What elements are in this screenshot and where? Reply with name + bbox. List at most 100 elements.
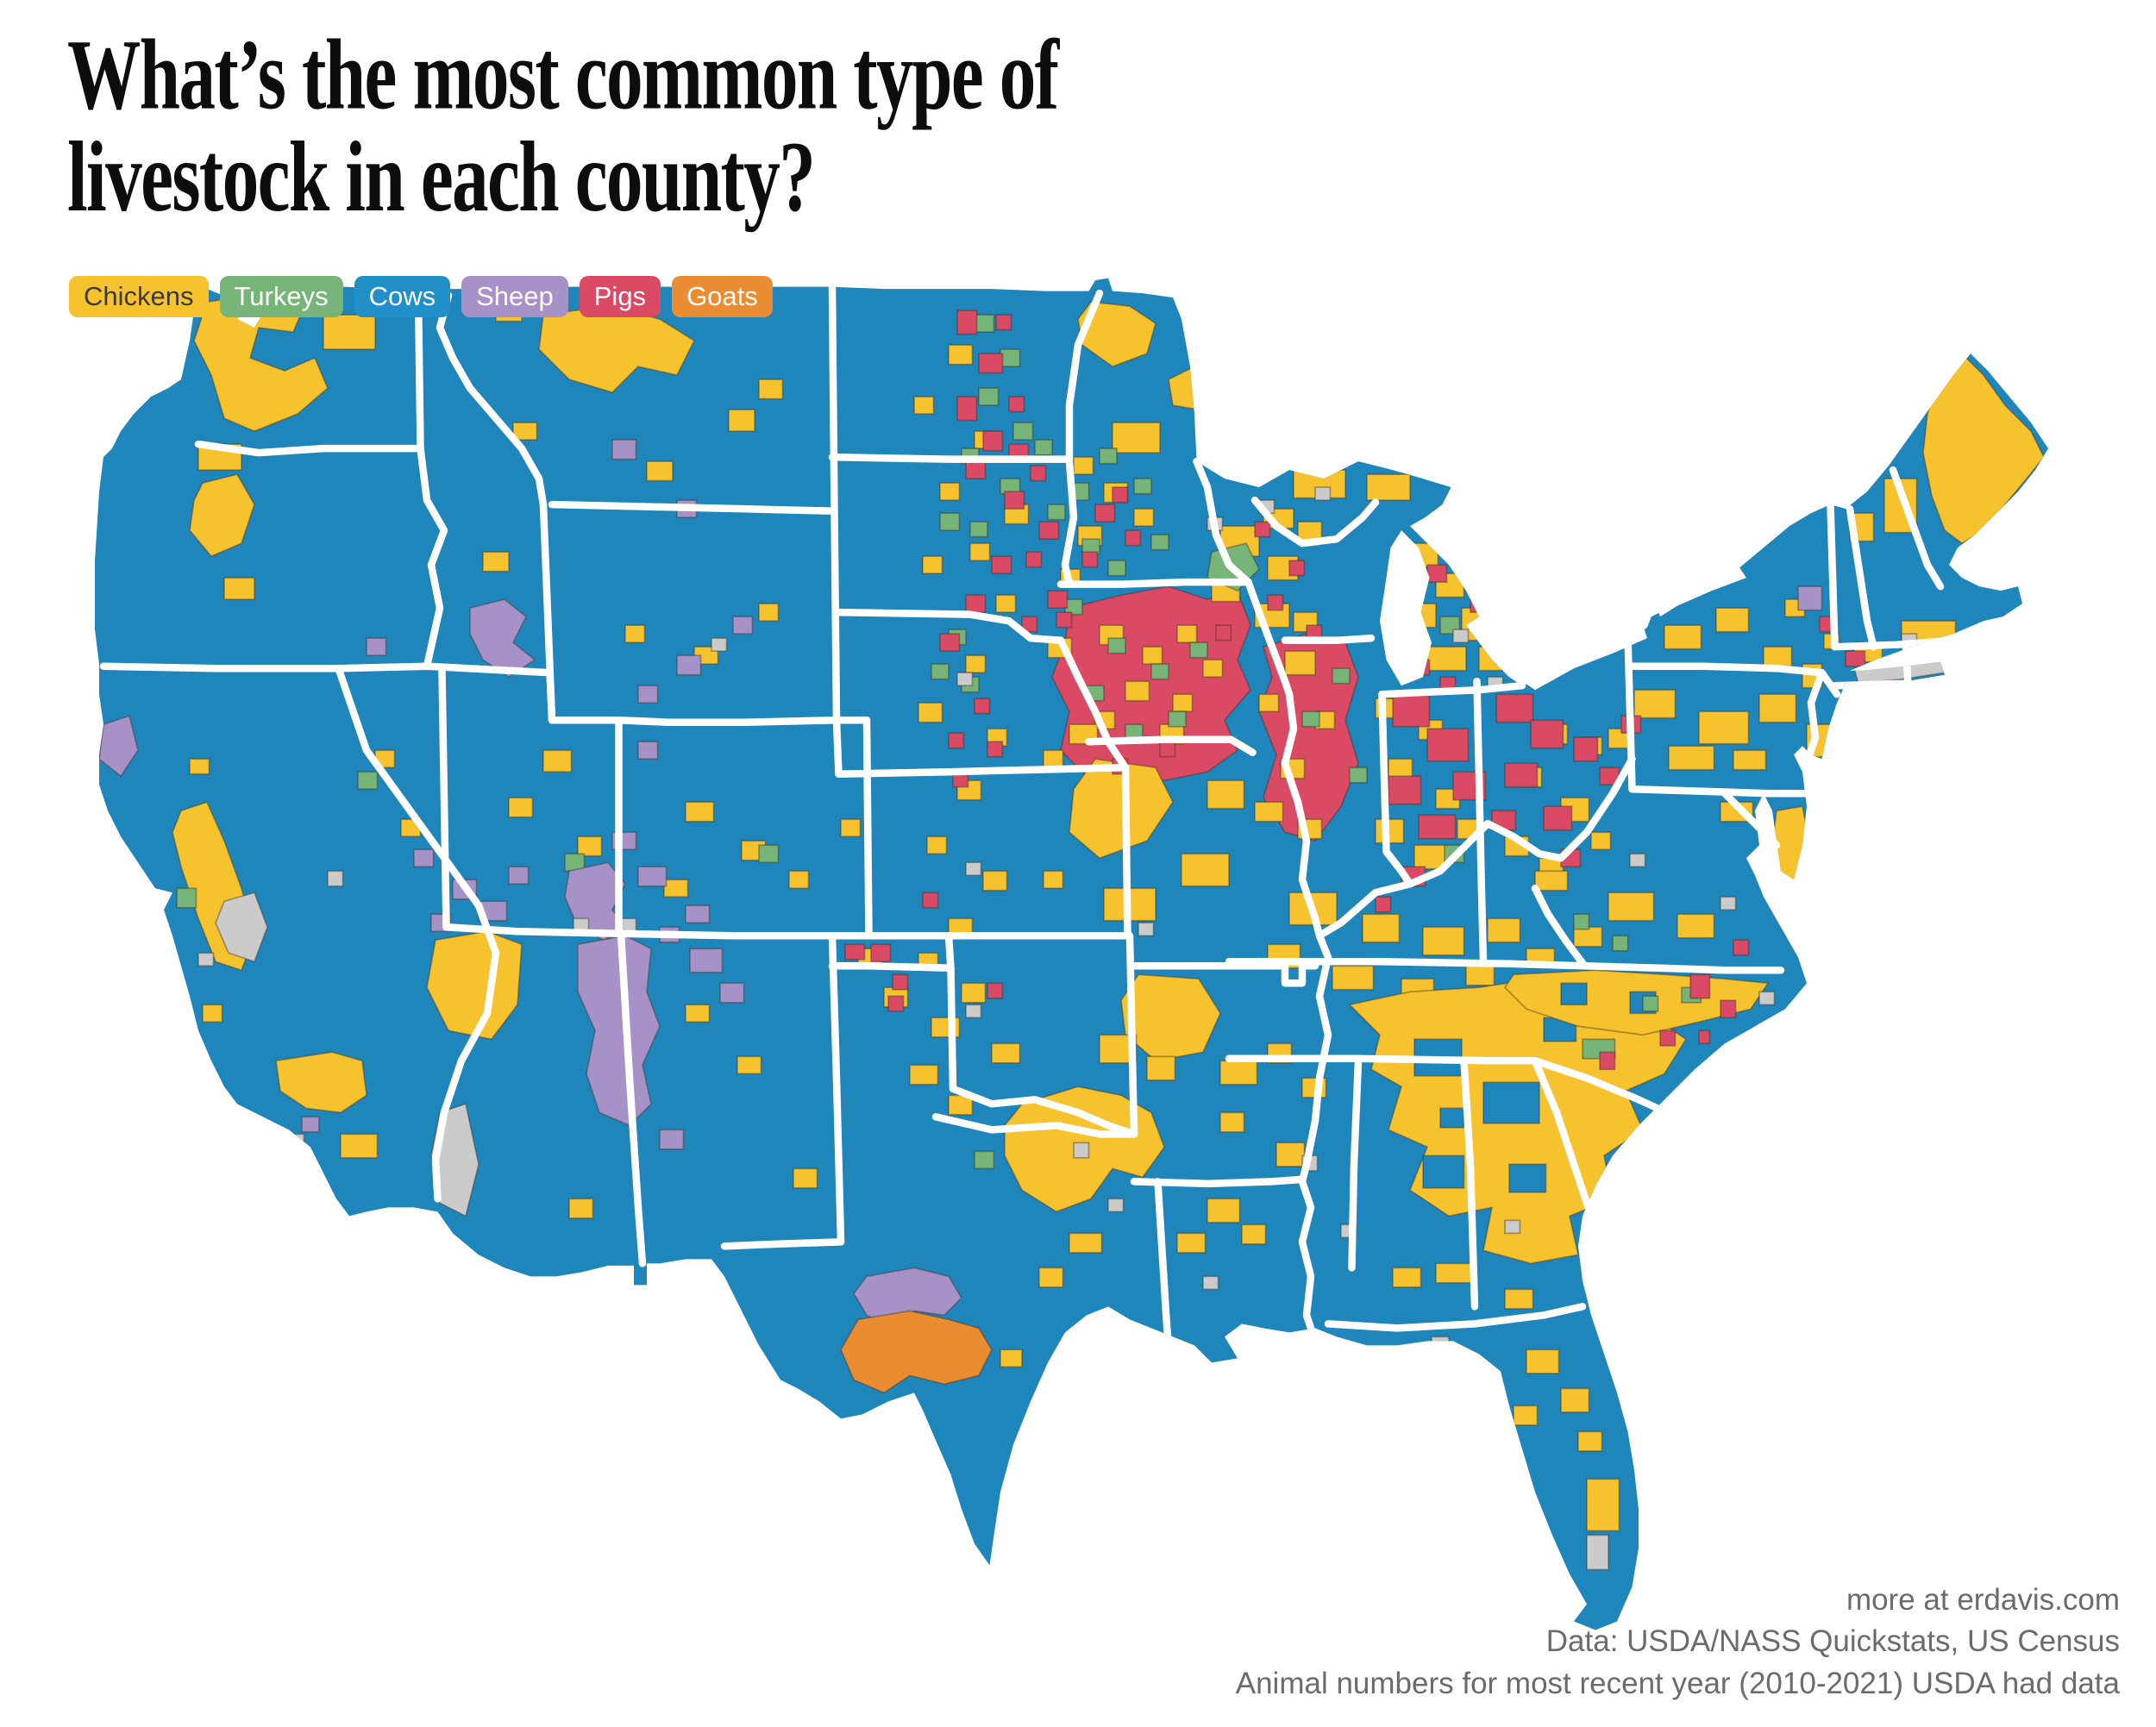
- state-border-line: [1628, 662, 1826, 677]
- county-patch: [1349, 767, 1368, 784]
- county-patch: [1526, 1348, 1560, 1374]
- title-line-2: livestock in each county?: [67, 122, 816, 234]
- county-patch: [1034, 439, 1053, 456]
- county-patch: [758, 844, 780, 864]
- county-patch: [1206, 1198, 1241, 1223]
- county-patch: [840, 1310, 993, 1394]
- county-patch: [956, 396, 978, 422]
- county-patch: [1560, 1387, 1590, 1413]
- county-patch: [1771, 805, 1812, 898]
- county-patch: [1206, 779, 1245, 810]
- county-patch: [689, 948, 724, 973]
- county-patch: [1030, 465, 1047, 482]
- county-patch: [1284, 650, 1316, 676]
- state-border-line: [862, 716, 873, 940]
- county-patch: [620, 917, 637, 933]
- county-patch: [637, 685, 659, 704]
- county-patch: [736, 1055, 762, 1075]
- county-patch: [1633, 689, 1677, 719]
- state-border-line: [1281, 634, 1376, 644]
- county-patch: [852, 1267, 963, 1330]
- county-patch: [1586, 1478, 1620, 1532]
- county-patch: [1099, 447, 1118, 465]
- state-border-line: [1846, 504, 1877, 651]
- county-patch: [939, 633, 961, 653]
- county-patch: [1689, 973, 1711, 999]
- county-patch: [1452, 629, 1470, 644]
- county-patch: [1392, 1267, 1422, 1288]
- county-patch: [197, 952, 215, 967]
- state-border-line: [931, 1113, 1138, 1138]
- attribution-footer: more at erdavis.com Data: USDA/NASS Quic…: [1236, 1580, 2120, 1705]
- county-patch: [978, 387, 1000, 406]
- county-patch: [98, 715, 139, 778]
- state-border-line: [194, 440, 423, 457]
- state-border-line: [1473, 677, 1488, 966]
- county-patch: [189, 758, 210, 775]
- state-border-line: [1121, 763, 1131, 940]
- state-border-line: [828, 932, 845, 1246]
- county-patch: [1215, 624, 1232, 641]
- county-patch: [969, 521, 988, 538]
- county-patch: [685, 801, 715, 823]
- state-border-line: [1056, 578, 1252, 588]
- county-patch: [1590, 831, 1612, 851]
- county-patch: [1426, 564, 1448, 584]
- county-patch: [637, 866, 667, 887]
- state-border-line: [944, 932, 955, 973]
- county-patch: [1698, 710, 1750, 745]
- county-patch: [1112, 486, 1129, 504]
- county-patch: [965, 654, 987, 674]
- state-border-line: [617, 929, 647, 1267]
- county-patch: [939, 512, 961, 532]
- county-patch: [1763, 646, 1793, 667]
- county-patch: [987, 982, 1004, 999]
- county-patch: [1513, 1405, 1539, 1426]
- county-patch: [1241, 1223, 1267, 1245]
- county-patch: [1478, 646, 1504, 672]
- county-patch: [1189, 641, 1208, 659]
- county-patch: [1797, 585, 1823, 611]
- county-patch: [1176, 1232, 1206, 1254]
- footer-more-at: more at erdavis.com: [1846, 1583, 2120, 1617]
- state-border-line: [1902, 642, 1912, 690]
- county-patch: [995, 594, 1017, 614]
- county-patch: [1388, 775, 1422, 805]
- us-outline: [95, 278, 2048, 1630]
- county-patch: [1470, 594, 1491, 614]
- county-patch: [1202, 659, 1224, 679]
- county-patch: [1025, 551, 1043, 568]
- state-border-line: [828, 283, 841, 724]
- county-patch: [1599, 1051, 1616, 1071]
- state-border-line: [548, 500, 834, 515]
- state-border-line: [615, 929, 1131, 940]
- legend: Chickens Turkeys Cows Sheep Pigs Goats: [69, 276, 773, 317]
- county-patch: [2013, 611, 2028, 623]
- state-border-line: [828, 962, 955, 973]
- county-patch: [663, 879, 689, 898]
- state-border-line: [1250, 496, 1380, 548]
- county-patch: [926, 835, 948, 855]
- county-patch: [732, 616, 754, 635]
- county-patch: [1021, 616, 1038, 633]
- county-patch: [1047, 504, 1066, 521]
- county-patch: [275, 1051, 367, 1114]
- county-patch: [482, 551, 510, 573]
- county-patch: [840, 818, 862, 838]
- county-patch: [1577, 1430, 1603, 1452]
- county-patch: [1133, 508, 1155, 528]
- county-patch: [1038, 521, 1060, 541]
- county-patch: [956, 310, 978, 335]
- county-patch: [991, 1042, 1021, 1064]
- state-border-line: [1348, 1057, 1363, 1272]
- county-patch: [1202, 1275, 1219, 1291]
- county-patch: [1000, 348, 1021, 367]
- county-patch: [1150, 534, 1169, 551]
- county-patch: [1642, 995, 1659, 1012]
- county-patch: [1125, 529, 1142, 547]
- county-patch: [1254, 801, 1284, 823]
- county-patch: [1422, 926, 1465, 956]
- county-patch: [1138, 922, 1155, 937]
- county-patch: [1107, 637, 1126, 654]
- county-patch: [1543, 805, 1573, 831]
